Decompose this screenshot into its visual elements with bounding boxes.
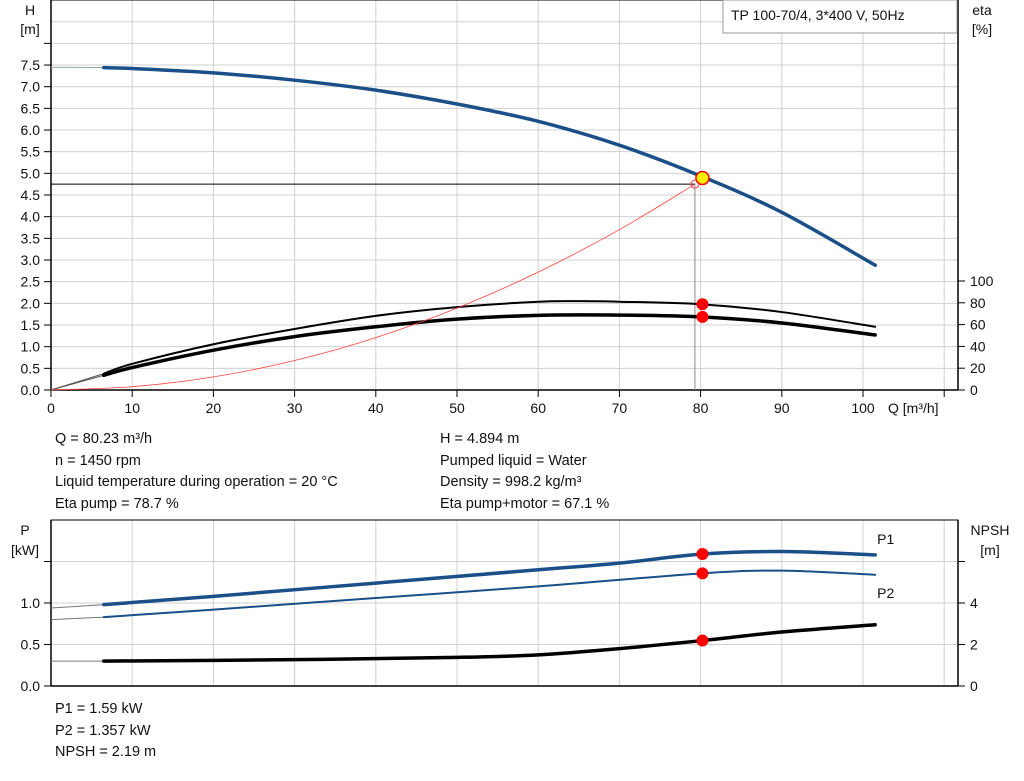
P1-label: P1 [877, 531, 894, 547]
NPSH-curve [102, 623, 877, 663]
h-axis-unit: [m] [20, 21, 39, 37]
q-tick-label: 10 [124, 400, 140, 416]
eta-tick-label: 60 [970, 317, 986, 333]
q-tick-label: 60 [530, 400, 546, 416]
npsh-tick-label: 4 [970, 595, 978, 611]
h-tick-label: 6.5 [21, 100, 41, 116]
p1-marker [696, 548, 709, 561]
info-liquid: Pumped liquid = Water [440, 452, 587, 469]
npsh-axis-title: NPSH [971, 522, 1010, 538]
info-npsh: NPSH = 2.19 m [55, 744, 157, 760]
operating-point-marker [695, 170, 710, 186]
info-right: H = 4.894 m Pumped liquid = Water Densit… [440, 429, 609, 515]
P2-extrapolated-line [50, 616, 104, 621]
info-left: Q = 80.23 m³/h n = 1450 rpm Liquid tempe… [55, 429, 338, 515]
P2-label: P2 [877, 585, 894, 601]
h-tick-label: 3.0 [21, 252, 41, 268]
p-tick-label: 0.0 [21, 678, 41, 694]
eta_pump_motor-curve [102, 313, 877, 378]
h-tick-label: 5.5 [21, 144, 41, 160]
npsh-tick-label: 0 [970, 678, 978, 694]
h-axis-title: H [25, 2, 35, 18]
head-curve [102, 65, 877, 267]
info-p2: P2 = 1.357 kW [55, 722, 151, 739]
p-axis-title: P [20, 522, 29, 538]
eta_pump_motor-extrapolated-line [50, 374, 104, 391]
h-tick-label: 7.0 [21, 79, 41, 95]
P2-curve [102, 569, 877, 619]
q-tick-label: 50 [449, 400, 465, 416]
q-tick-label: 40 [368, 400, 384, 416]
h-tick-label: 2.5 [21, 274, 41, 290]
info-speed: n = 1450 rpm [55, 452, 141, 469]
h-tick-label: 4.5 [21, 187, 41, 203]
q-tick-label: 20 [206, 400, 222, 416]
npsh-marker [696, 634, 709, 647]
h-tick-label: 3.5 [21, 230, 41, 246]
P1-curve [102, 549, 877, 607]
info-eta-pump-motor: Eta pump+motor = 67.1 % [440, 495, 610, 512]
q-axis-title: Q [m³/h] [888, 400, 939, 416]
eta-axis-unit: [%] [972, 21, 992, 37]
eta-axis-title: eta [972, 2, 992, 18]
info-density: Density = 998.2 kg/m³ [440, 474, 582, 490]
q-tick-label: 70 [612, 400, 628, 416]
eta-pump-marker [696, 298, 709, 311]
h-tick-label: 0.0 [21, 382, 41, 398]
P1-extrapolated-line [50, 604, 104, 609]
p2-marker [696, 567, 709, 580]
q-tick-label: 90 [774, 400, 790, 416]
info-bottom: P1 = 1.59 kW P2 = 1.357 kW NPSH = 2.19 m [55, 699, 156, 764]
q-tick-label: 0 [47, 400, 55, 416]
q-tick-label: 30 [287, 400, 303, 416]
q-tick-label: 100 [851, 400, 875, 416]
eta_pump-curve [102, 300, 877, 375]
eta-tick-label: 20 [970, 360, 986, 376]
npsh-axis-unit: [m] [980, 542, 999, 558]
npsh-tick-label: 2 [970, 637, 978, 653]
h-tick-label: 1.0 [21, 339, 41, 355]
eta-tick-label: 80 [970, 295, 986, 311]
q-tick-label: 80 [693, 400, 709, 416]
eta-tick-label: 40 [970, 338, 986, 354]
info-temperature: Liquid temperature during operation = 20… [55, 474, 338, 490]
info-flow: Q = 80.23 m³/h [55, 431, 153, 447]
info-eta-pump: Eta pump = 78.7 % [55, 495, 179, 512]
legend-box [722, 0, 958, 34]
eta-tick-label: 0 [970, 382, 978, 398]
info-head: H = 4.894 m [440, 431, 520, 447]
p-axis-unit: [kW] [11, 542, 39, 558]
info-p1: P1 = 1.59 kW [55, 701, 143, 717]
h-tick-label: 7.5 [21, 57, 41, 73]
h-tick-label: 1.5 [21, 317, 41, 333]
h-tick-label: 4.0 [21, 209, 41, 225]
p-tick-label: 0.5 [21, 637, 41, 653]
system_curve-curve [50, 183, 696, 391]
legend-text: TP 100-70/4, 3*400 V, 50Hz [731, 7, 905, 23]
h-tick-label: 6.0 [21, 122, 41, 138]
h-tick-label: 2.0 [21, 295, 41, 311]
eta-tick-label: 100 [970, 273, 994, 289]
h-tick-label: 0.5 [21, 360, 41, 376]
eta-pump-motor-marker [696, 310, 709, 323]
p-tick-label: 1.0 [21, 595, 41, 611]
h-tick-label: 5.0 [21, 165, 41, 181]
